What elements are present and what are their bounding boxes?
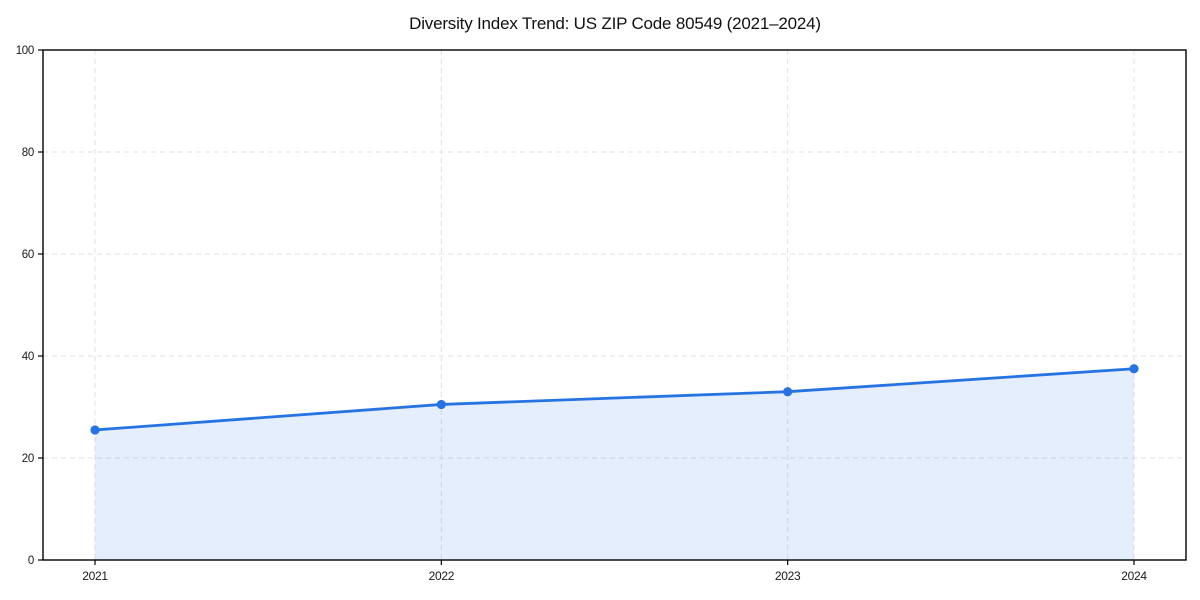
x-tick-label: 2023 [775, 569, 801, 583]
x-tick-label: 2024 [1121, 569, 1147, 583]
y-tick-label: 80 [22, 147, 34, 159]
y-tick-label: 100 [16, 45, 34, 57]
data-point [1129, 364, 1139, 374]
plot-area: 0 20 40 60 80 100 2021 2022 2023 2024 [16, 45, 1187, 583]
x-tick-label: 2022 [429, 569, 455, 583]
y-tick-label: 40 [22, 351, 34, 363]
y-tick-label: 60 [22, 249, 34, 261]
plot-border [42, 49, 1187, 561]
data-point [783, 387, 793, 397]
y-tick-label: 0 [28, 555, 34, 567]
data-point [90, 425, 100, 435]
x-tick-label: 2021 [82, 569, 108, 583]
chart-title: Diversity Index Trend: US ZIP Code 80549… [409, 14, 821, 33]
trend-line [93, 367, 1136, 432]
y-tick-label: 20 [22, 453, 34, 465]
data-point [436, 399, 446, 410]
area-fill [95, 368, 1134, 560]
